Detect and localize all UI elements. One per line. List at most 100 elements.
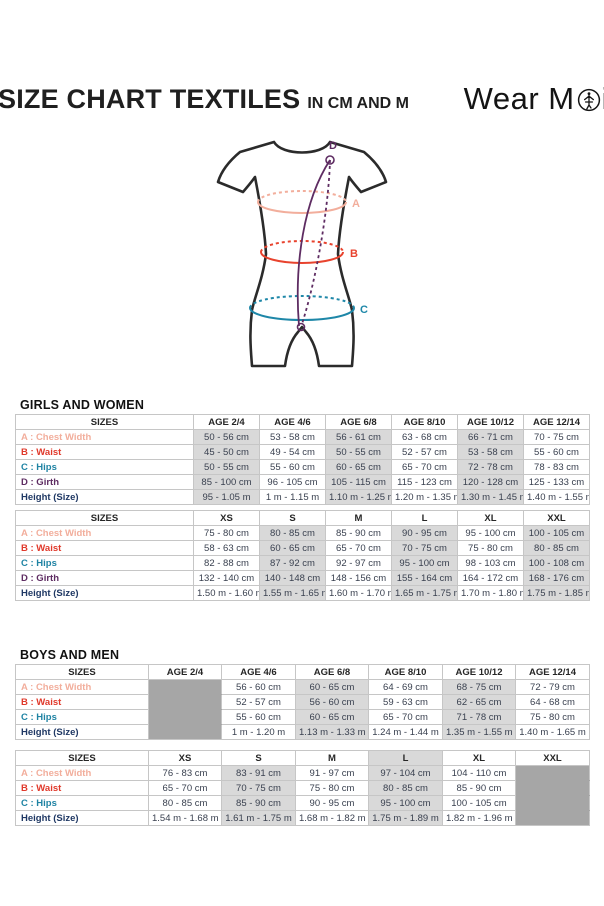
column-header: AGE 12/14 <box>523 414 590 430</box>
size-table: SIZES XS S M L XL XXL A : Chest Width 76 - 83 cm… <box>15 750 590 826</box>
column-header: AGE 6/8 <box>295 664 369 680</box>
column-header: AGE 8/10 <box>368 664 443 680</box>
size-cell: 155 - 164 cm <box>391 570 458 586</box>
table-row: B : Waist 45 - 50 cm 49 - 54 cm 50 - 55 cm 5… <box>15 444 590 460</box>
size-cell <box>515 765 590 781</box>
column-header: S <box>221 750 296 766</box>
row-label: Height (Size) <box>15 724 149 740</box>
label-hips-c: C <box>360 304 368 316</box>
row-label: Height (Size) <box>15 489 194 505</box>
row-label: A : Chest Width <box>15 679 149 695</box>
size-cell: 56 - 60 cm <box>295 694 369 710</box>
size-cell: 65 - 70 cm <box>148 780 222 796</box>
size-cell <box>148 679 222 695</box>
row-label: A : Chest Width <box>15 525 194 541</box>
column-header: L <box>391 510 458 526</box>
size-cell: 95 - 100 cm <box>457 525 524 541</box>
column-header: M <box>295 750 369 766</box>
size-cell: 76 - 83 cm <box>148 765 222 781</box>
size-cell: 90 - 95 cm <box>295 795 369 811</box>
size-cell: 80 - 85 cm <box>259 525 326 541</box>
size-cell: 104 - 110 cm <box>442 765 516 781</box>
size-cell: 65 - 70 cm <box>325 540 392 556</box>
table-row: C : Hips 55 - 60 cm 60 - 65 cm 65 - 70 cm 71… <box>15 709 590 725</box>
row-label: B : Waist <box>15 694 149 710</box>
size-cell: 100 - 108 cm <box>523 555 590 571</box>
size-cell: 100 - 105 cm <box>442 795 516 811</box>
size-cell: 1.30 m - 1.45 m <box>457 489 524 505</box>
column-header: AGE 2/4 <box>193 414 260 430</box>
size-cell: 1.54 m - 1.68 m <box>148 810 222 826</box>
size-cell: 1.35 m - 1.55 m <box>442 724 516 740</box>
column-header: XS <box>148 750 222 766</box>
table-corner-header: SIZES <box>15 750 149 766</box>
size-cell: 78 - 83 cm <box>523 459 590 475</box>
size-cell: 60 - 65 cm <box>259 540 326 556</box>
size-cell: 95 - 1.05 m <box>193 489 260 505</box>
column-header: M <box>325 510 392 526</box>
size-cell: 1.50 m - 1.60 m <box>193 585 260 601</box>
column-header: AGE 4/6 <box>259 414 326 430</box>
column-header: XXL <box>523 510 590 526</box>
size-cell: 1.60 m - 1.70 m <box>325 585 392 601</box>
size-cell: 65 - 70 cm <box>368 709 443 725</box>
size-cell: 58 - 63 cm <box>193 540 260 556</box>
table-row: D : Girth 85 - 100 cm 96 - 105 cm 105 - 115… <box>15 474 590 490</box>
size-cell: 148 - 156 cm <box>325 570 392 586</box>
size-cell: 1 m - 1.15 m <box>259 489 326 505</box>
page-title-subtitle: IN CM AND M <box>307 95 409 112</box>
table-corner-header: SIZES <box>15 664 149 680</box>
size-cell: 1.82 m - 1.96 m <box>442 810 516 826</box>
label-girth-d: D <box>329 140 337 152</box>
column-header: AGE 10/12 <box>457 414 524 430</box>
size-cell: 120 - 128 cm <box>457 474 524 490</box>
size-cell: 1.40 m - 1.55 m <box>523 489 590 505</box>
size-cell: 98 - 103 cm <box>457 555 524 571</box>
row-label: B : Waist <box>15 444 194 460</box>
size-cell: 100 - 105 cm <box>523 525 590 541</box>
size-cell: 1 m - 1.20 m <box>221 724 296 740</box>
size-cell: 80 - 85 cm <box>368 780 443 796</box>
table-row: Height (Size) 1 m - 1.20 m 1.13 m - 1.33 m… <box>15 724 590 740</box>
size-cell: 75 - 80 cm <box>515 709 590 725</box>
size-cell: 91 - 97 cm <box>295 765 369 781</box>
size-cell: 53 - 58 cm <box>457 444 524 460</box>
table-row: B : Waist 65 - 70 cm 70 - 75 cm 75 - 80 cm 8… <box>15 780 590 796</box>
size-cell: 52 - 57 cm <box>221 694 296 710</box>
label-chest-a: A <box>352 198 360 210</box>
size-cell: 164 - 172 cm <box>457 570 524 586</box>
size-cell: 85 - 90 cm <box>442 780 516 796</box>
size-table: SIZES AGE 2/4 AGE 4/6 AGE 6/8 AGE 8/10 AGE 10… <box>15 414 590 505</box>
size-cell: 70 - 75 cm <box>221 780 296 796</box>
size-cell: 75 - 80 cm <box>457 540 524 556</box>
size-cell: 59 - 63 cm <box>368 694 443 710</box>
size-table: SIZES AGE 2/4 AGE 4/6 AGE 6/8 AGE 8/10 AGE 10… <box>15 664 590 740</box>
size-cell: 68 - 75 cm <box>442 679 516 695</box>
size-cell: 92 - 97 cm <box>325 555 392 571</box>
size-cell <box>148 709 222 725</box>
size-cell: 75 - 80 cm <box>295 780 369 796</box>
column-header: S <box>259 510 326 526</box>
size-cell: 125 - 133 cm <box>523 474 590 490</box>
size-cell: 56 - 60 cm <box>221 679 296 695</box>
row-label: C : Hips <box>15 795 149 811</box>
size-cell: 66 - 71 cm <box>457 429 524 445</box>
size-cell: 63 - 68 cm <box>391 429 458 445</box>
section-heading-girls-women: GIRLS AND WOMEN <box>20 398 145 412</box>
size-cell: 64 - 69 cm <box>368 679 443 695</box>
size-cell: 60 - 65 cm <box>295 709 369 725</box>
row-label: B : Waist <box>15 780 149 796</box>
table-row: A : Chest Width 56 - 60 cm 60 - 65 cm 64 - … <box>15 679 590 695</box>
size-cell: 55 - 60 cm <box>221 709 296 725</box>
size-cell: 52 - 57 cm <box>391 444 458 460</box>
table-row: Height (Size) 1.50 m - 1.60 m 1.55 m - 1.6… <box>15 585 590 601</box>
table-row: C : Hips 80 - 85 cm 85 - 90 cm 90 - 95 cm 95… <box>15 795 590 811</box>
size-cell: 168 - 176 cm <box>523 570 590 586</box>
size-cell: 71 - 78 cm <box>442 709 516 725</box>
size-cell: 95 - 100 cm <box>368 795 443 811</box>
size-cell <box>148 724 222 740</box>
table-row: D : Girth 132 - 140 cm 140 - 148 cm 148 - 1… <box>15 570 590 586</box>
table-row: B : Waist 52 - 57 cm 56 - 60 cm 59 - 63 cm 6… <box>15 694 590 710</box>
table-row: A : Chest Width 75 - 80 cm 80 - 85 cm 85 - … <box>15 525 590 541</box>
